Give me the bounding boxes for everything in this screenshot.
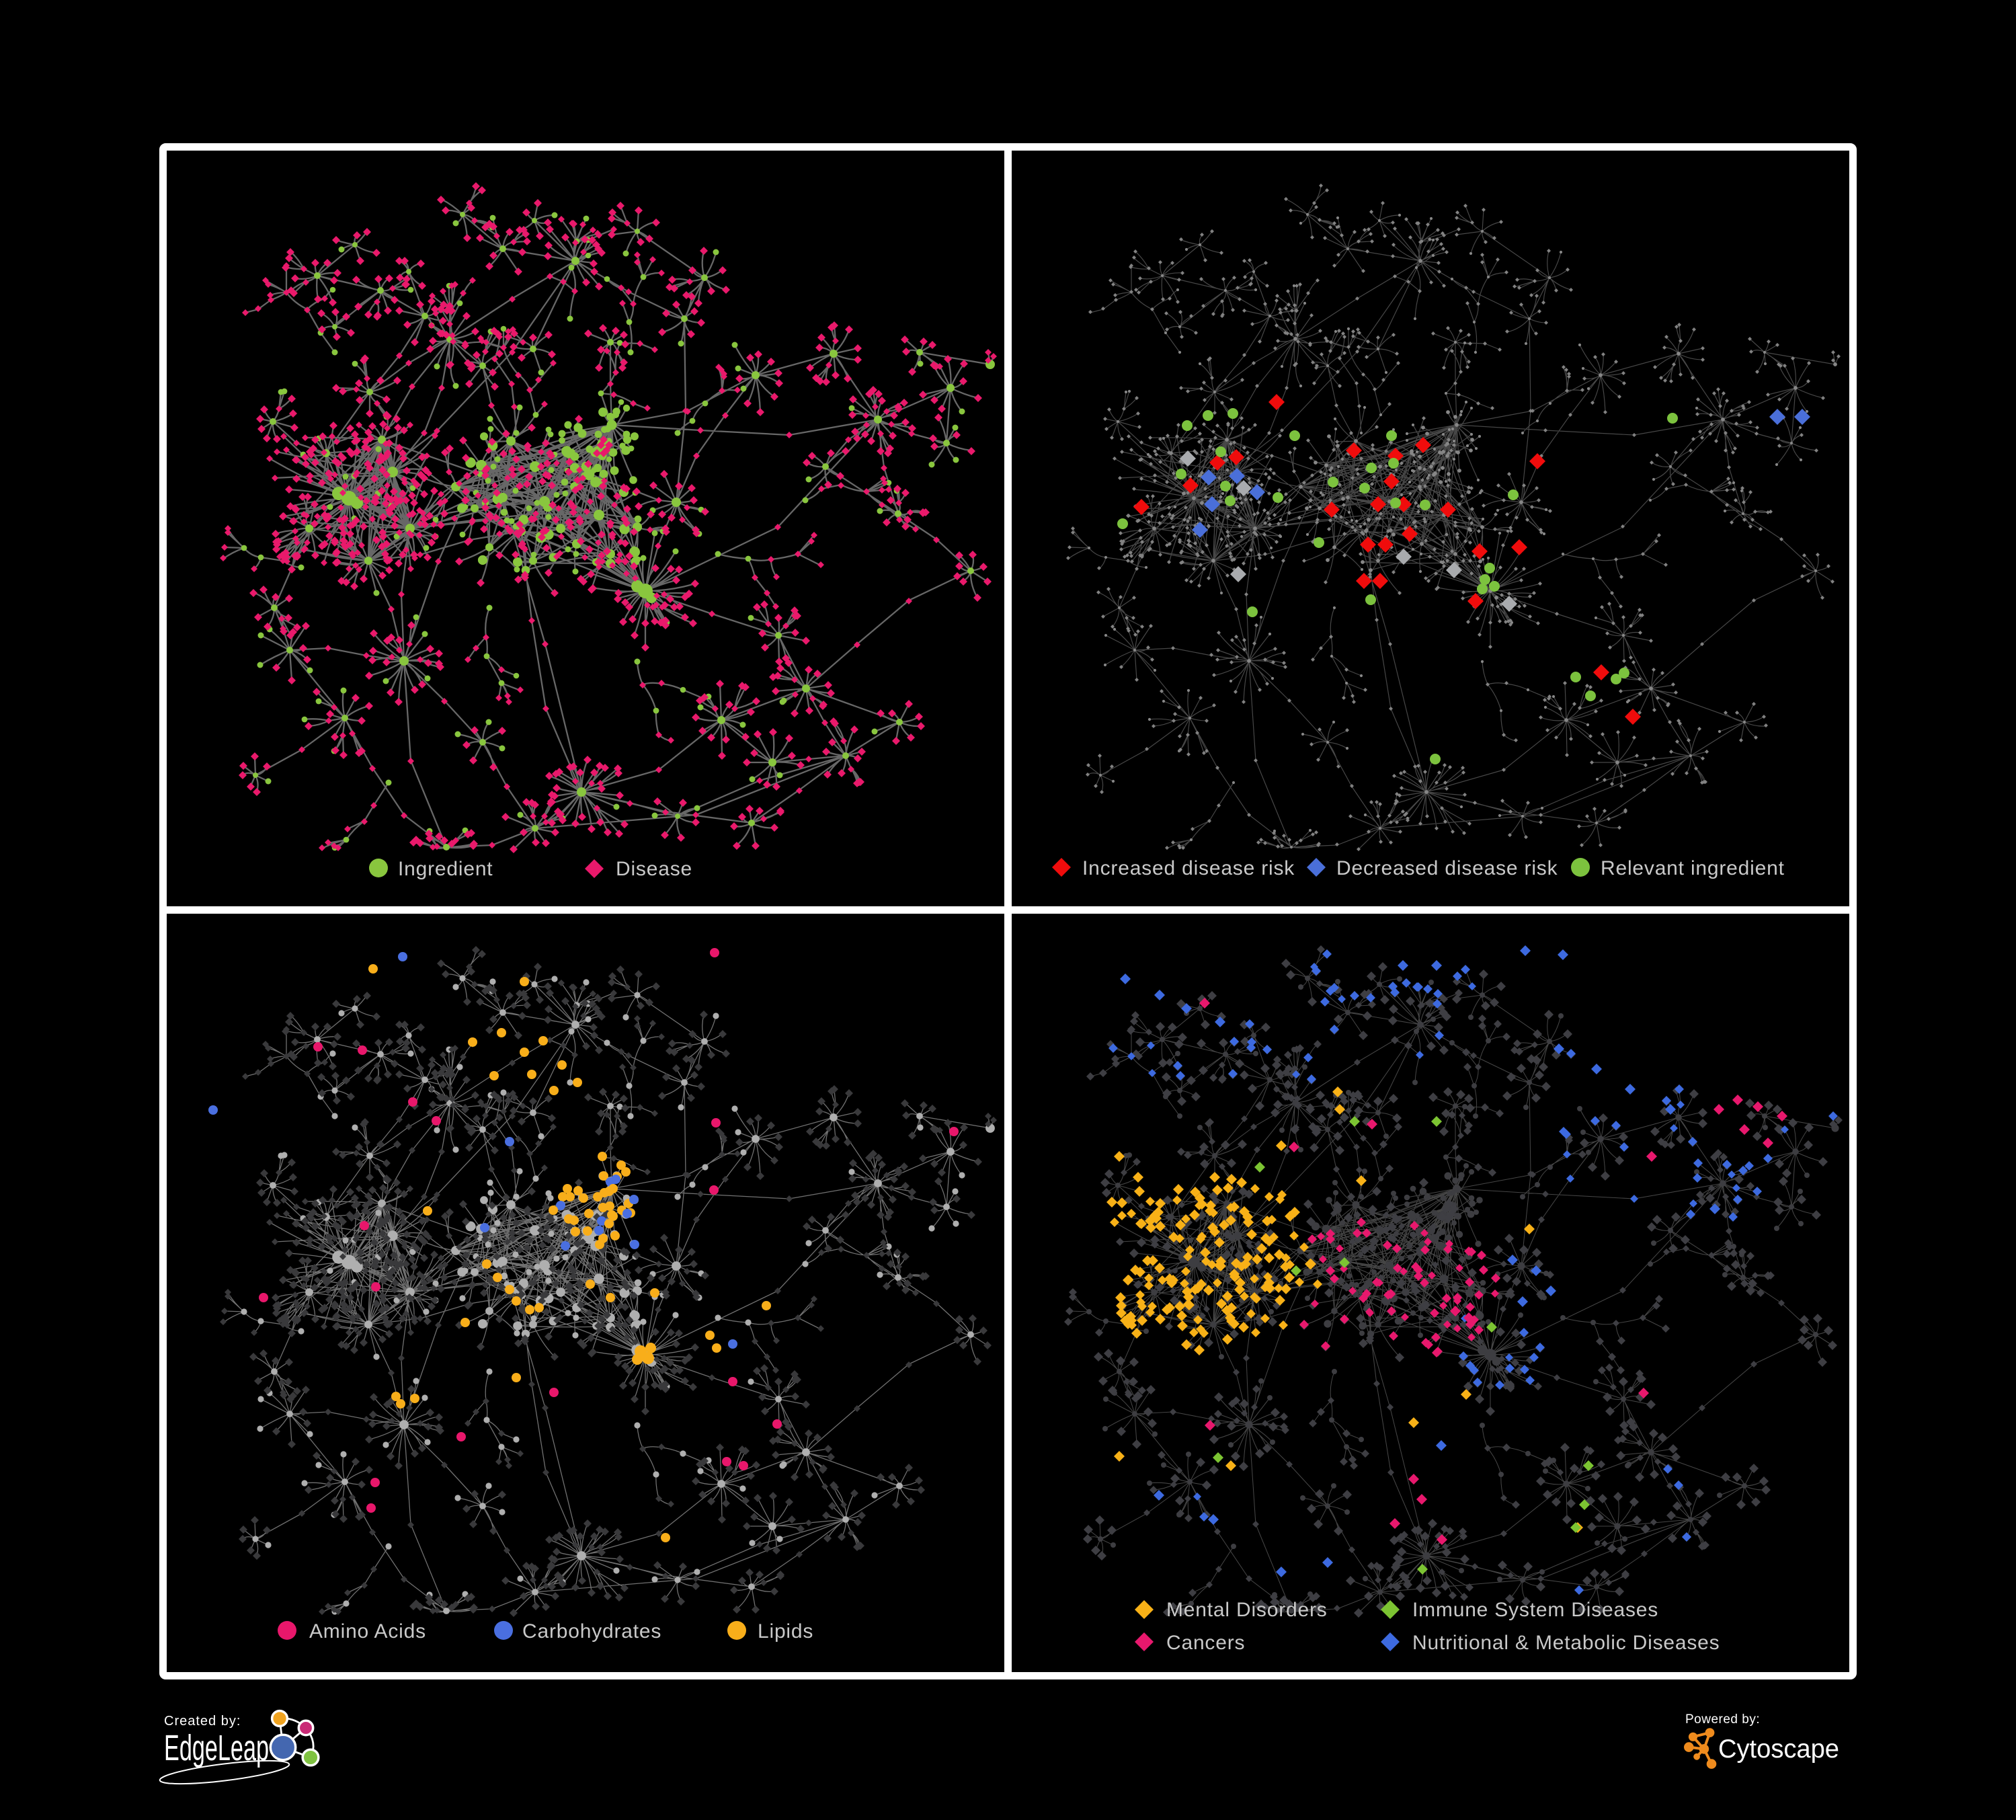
svg-text:Nutritional & Metabolic Diseas: Nutritional & Metabolic Diseases (1412, 1632, 1720, 1654)
svg-text:Decreased disease risk: Decreased disease risk (1336, 857, 1558, 879)
svg-text:Amino Acids: Amino Acids (309, 1620, 426, 1643)
svg-text:EdgeLeap: EdgeLeap (164, 1728, 269, 1768)
svg-text:Disease: Disease (616, 858, 692, 880)
svg-text:Created by:: Created by: (164, 1714, 241, 1729)
svg-text:Relevant ingredient: Relevant ingredient (1601, 857, 1785, 879)
svg-text:Mental Disorders: Mental Disorders (1166, 1599, 1328, 1621)
svg-text:Carbohydrates: Carbohydrates (522, 1620, 661, 1643)
svg-text:Powered by:: Powered by: (1685, 1712, 1760, 1727)
svg-text:Cytoscape: Cytoscape (1718, 1735, 1839, 1764)
svg-text:Lipids: Lipids (758, 1620, 813, 1643)
svg-text:Ingredient: Ingredient (398, 858, 493, 880)
svg-text:Immune System Diseases: Immune System Diseases (1412, 1599, 1658, 1621)
svg-text:Cancers: Cancers (1166, 1632, 1245, 1654)
svg-text:Increased disease risk: Increased disease risk (1082, 857, 1295, 879)
